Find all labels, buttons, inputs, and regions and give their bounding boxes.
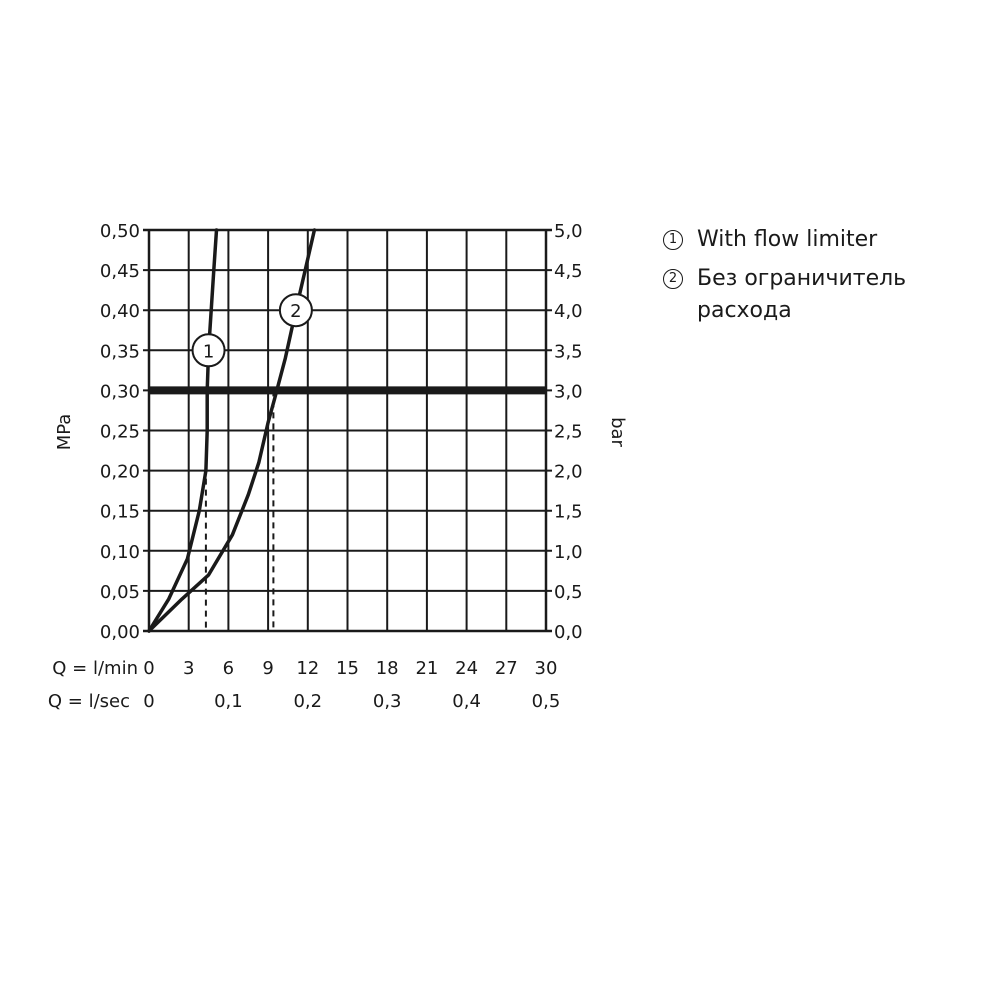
series-marker-2 <box>278 293 313 328</box>
y-tick-label: 0,05 <box>100 582 140 603</box>
legend-marker-1: 1 <box>663 230 683 250</box>
x-ticks: 0 3 6 9 12 15 18 21 24 27 30 <box>143 658 557 679</box>
y-tick-label-right: 2,5 <box>554 422 583 443</box>
legend-text-1: With flow limiter <box>697 227 878 252</box>
series-markers: 12 <box>191 293 313 368</box>
x-tick-label-secondary: 0,2 <box>293 691 322 712</box>
y-tick-label-right: 4,5 <box>554 261 583 282</box>
series-marker-1 <box>191 333 226 368</box>
x-tick-label-secondary: 0,1 <box>214 691 243 712</box>
series-marker-label-2: 2 <box>290 301 301 322</box>
y-axis-label-right: bar <box>607 417 628 447</box>
x-tick-label-secondary: 0,5 <box>532 691 561 712</box>
y-tick-label: 0,10 <box>100 542 140 563</box>
y-tick-label: 0,50 <box>100 221 140 242</box>
x-tick-label: 27 <box>495 658 518 679</box>
series-marker-label-1: 1 <box>203 341 214 362</box>
y-tick-label-right: 2,0 <box>554 462 583 483</box>
y-tick-label: 0,35 <box>100 341 140 362</box>
x-tick-label: 18 <box>376 658 399 679</box>
y-axis-label: MPa <box>54 414 75 451</box>
y-tick-label: 0,30 <box>100 381 140 402</box>
x-axis-label: Q = l/min <box>52 658 138 679</box>
x-ticks-secondary: 0 0,1 0,2 0,3 0,4 0,5 <box>143 691 560 712</box>
y-tick-label-right: 1,5 <box>554 502 583 523</box>
y-tick-label: 0,25 <box>100 422 140 443</box>
x-tick-label: 12 <box>296 658 319 679</box>
x-tick-label: 6 <box>223 658 234 679</box>
x-tick-label: 15 <box>336 658 359 679</box>
y-tick-label-right: 4,0 <box>554 301 583 322</box>
x-tick-label-secondary: 0,4 <box>452 691 481 712</box>
y-tick-label: 0,20 <box>100 462 140 483</box>
legend-text-2: Без ограничитель расхода <box>697 266 907 323</box>
y-tick-label-right: 3,0 <box>554 381 583 402</box>
drop-lines <box>204 390 275 631</box>
x-tick-label-secondary: 0 <box>143 691 154 712</box>
y-ticks-right: 0,0 0,5 1,0 1,5 2,0 2,5 3,0 3,5 4,0 4,5 5,0 <box>554 221 583 643</box>
x-tick-label: 3 <box>183 658 194 679</box>
x-axis-label-secondary: Q = l/sec <box>48 691 130 712</box>
y-tick-label: 0,40 <box>100 301 140 322</box>
x-tick-label: 24 <box>455 658 478 679</box>
x-tick-label: 30 <box>535 658 558 679</box>
y-tick-label-right: 0,5 <box>554 582 583 603</box>
legend-marker-2: 2 <box>663 269 683 289</box>
x-tick-label-secondary: 0,3 <box>373 691 402 712</box>
y-tick-label-right: 1,0 <box>554 542 583 563</box>
y-tick-label: 0,45 <box>100 261 140 282</box>
y-tick-label-right: 3,5 <box>554 341 583 362</box>
y-tick-label: 0,00 <box>100 622 140 643</box>
series-line-1 <box>147 228 219 633</box>
legend-item-2: 2 Без ограничитель расхода <box>663 263 983 327</box>
y-tick-label: 0,15 <box>100 502 140 523</box>
legend: 1 With flow limiter 2 Без ограничитель р… <box>663 224 983 334</box>
y-ticks-left: 0,00 0,05 0,10 0,15 0,20 0,25 0,30 0,35 0,40 0,45… <box>100 221 140 643</box>
legend-item-1: 1 With flow limiter <box>663 224 983 256</box>
x-tick-label: 21 <box>415 658 438 679</box>
grid <box>143 228 552 633</box>
y-tick-label-right: 5,0 <box>554 221 583 242</box>
x-tick-label: 0 <box>143 658 154 679</box>
y-tick-label-right: 0,0 <box>554 622 583 643</box>
x-tick-label: 9 <box>262 658 273 679</box>
